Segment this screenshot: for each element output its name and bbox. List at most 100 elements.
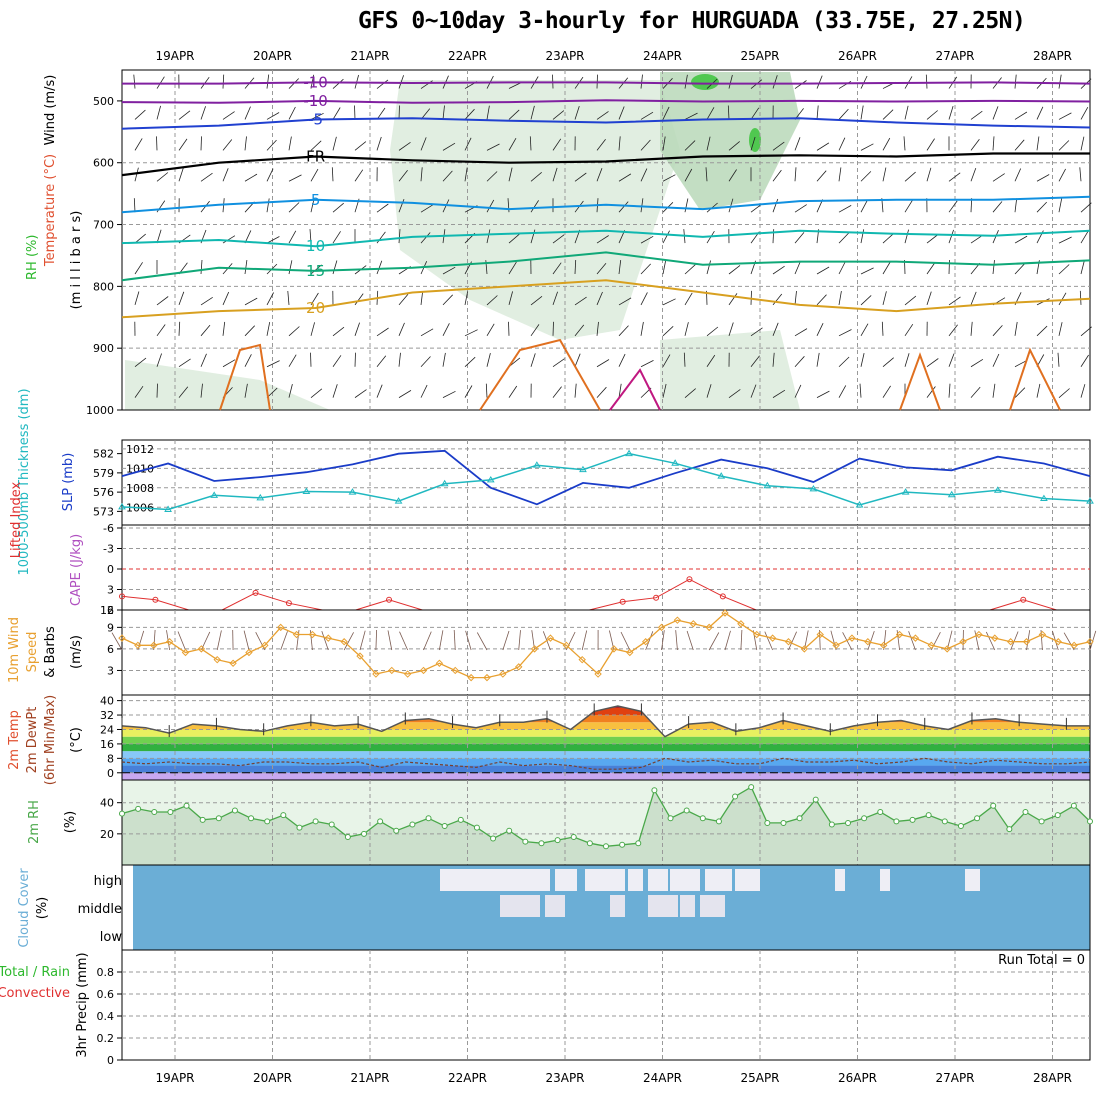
date-axis: 19APR 19APR 20APR 20APR 21APR 21APR 22APR 22APR…	[155, 49, 1072, 1085]
wind-barb-10m	[819, 629, 821, 651]
wind-barb	[838, 108, 849, 120]
wind-barb	[1014, 111, 1028, 120]
temp-contour	[121, 195, 1091, 214]
wind-barb	[662, 260, 667, 275]
rh-point	[457, 816, 464, 823]
wind-barb	[508, 82, 522, 89]
wind-barb	[134, 233, 146, 244]
wind-barb	[332, 384, 338, 398]
wind-barb	[904, 200, 913, 213]
wind-barb	[574, 172, 587, 182]
y-tick-label: 20	[100, 828, 114, 841]
slp-frame	[121, 439, 1091, 526]
rh-point	[344, 833, 351, 840]
wind-barb	[1080, 107, 1089, 120]
wind-barb	[376, 79, 389, 89]
wind-barb	[925, 74, 928, 89]
cloud-level-label: low	[100, 930, 123, 945]
cloud-middle	[545, 895, 565, 917]
rh-point	[861, 815, 868, 822]
wind-speed-point	[721, 609, 729, 617]
wind-barb-10m	[883, 630, 887, 651]
wind-barb	[838, 261, 846, 275]
wind-barb	[772, 352, 775, 367]
wind-speed-point	[1054, 638, 1062, 646]
wind-barb	[530, 353, 536, 367]
temp-band	[122, 722, 1090, 730]
wind-barb	[882, 385, 891, 398]
wind-barb-10m	[645, 631, 654, 651]
wind-speed-point	[673, 616, 682, 624]
wind-speed-point	[578, 655, 586, 664]
wind-speed-point	[610, 645, 618, 653]
wind-speed-point	[911, 634, 920, 642]
date-label-bottom: 22APR	[448, 1071, 487, 1085]
wind-barb	[838, 137, 846, 151]
wind-speed-point	[800, 645, 809, 653]
thickness-point	[348, 488, 357, 495]
cloud-high	[628, 869, 643, 891]
wind-speed-point	[768, 634, 777, 642]
temp-band	[122, 758, 1090, 766]
thickness-line	[121, 452, 1091, 511]
wind10-label-c: & Barbs	[43, 626, 58, 678]
wind-barb	[904, 105, 909, 120]
rh-point	[1038, 818, 1045, 825]
y-tick-label: 24	[100, 723, 114, 736]
thickness-point	[901, 488, 910, 495]
wind-barb	[596, 263, 607, 275]
wind-barb	[1036, 383, 1041, 398]
wind-barb	[244, 173, 258, 182]
chart-title: GFS 0~10day 3-hourly for HURGUADA (33.75…	[358, 8, 1026, 34]
wind-speed-point	[197, 645, 206, 653]
rh-point	[425, 815, 432, 822]
wind-barb	[1014, 387, 1026, 398]
wind-speed-point	[324, 634, 333, 642]
wind-barb	[200, 172, 213, 182]
wind-barb	[508, 261, 517, 275]
wind-speed-point	[1070, 641, 1078, 650]
temp-band	[122, 707, 1090, 716]
wind-barb	[134, 138, 143, 151]
wind-barb	[816, 352, 820, 367]
wind-barb	[596, 168, 603, 182]
wind-barb-10m	[243, 630, 250, 651]
wind-barb	[1058, 198, 1063, 213]
wind-barb	[1080, 230, 1089, 244]
wind-barb	[552, 138, 562, 151]
rh-point	[248, 815, 255, 822]
rh-shade-high	[691, 74, 719, 90]
wind-barb	[442, 294, 453, 306]
wind-barb	[178, 291, 185, 306]
wind-frame	[121, 609, 1091, 696]
wind-barb	[200, 296, 213, 306]
rh-point	[393, 827, 400, 834]
wind-barb	[442, 323, 450, 337]
rh-point	[796, 815, 803, 822]
wind-barb	[1080, 260, 1085, 275]
thickness-point	[625, 449, 633, 457]
rh-point	[715, 818, 722, 825]
wind-barb	[662, 136, 666, 151]
wind-barb	[486, 171, 498, 182]
wind-barb	[882, 357, 894, 368]
wind-speed-point	[816, 630, 824, 639]
precip-total-label: Total / Rain	[0, 965, 70, 980]
wind-barb	[398, 390, 412, 398]
precip-conv-label: Convective	[0, 986, 70, 1001]
li-point	[252, 589, 259, 596]
wind-barb	[442, 105, 445, 120]
wind-barb	[684, 168, 693, 182]
wind-barb	[266, 139, 277, 151]
wind-barb	[332, 202, 344, 213]
cloud-high	[520, 869, 550, 891]
wind-barb	[354, 169, 364, 182]
wind-barb	[442, 266, 456, 275]
rh-point	[328, 821, 335, 828]
date-label-bottom: 26APR	[838, 1071, 877, 1085]
temp-band	[122, 751, 1090, 759]
y-tick-label: 0.8	[97, 966, 115, 979]
wind-barb	[464, 137, 472, 151]
wind-barb	[420, 204, 434, 213]
wind-barb	[1080, 202, 1092, 213]
